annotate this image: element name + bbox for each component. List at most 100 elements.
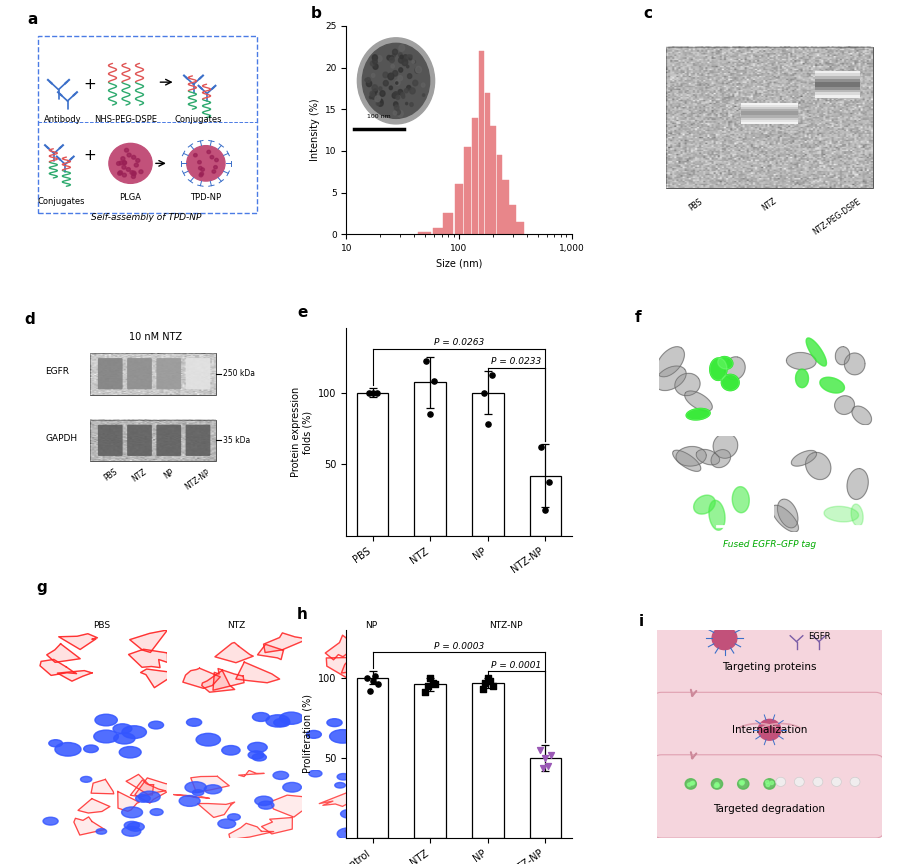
FancyBboxPatch shape xyxy=(98,425,122,456)
Text: P = 0.0263: P = 0.0263 xyxy=(434,339,484,347)
Polygon shape xyxy=(262,817,292,834)
Bar xyxy=(516,222,524,234)
Bar xyxy=(509,205,516,234)
Polygon shape xyxy=(325,635,356,660)
Circle shape xyxy=(413,818,428,825)
Text: EGFR: EGFR xyxy=(808,632,830,641)
Circle shape xyxy=(94,730,119,743)
Title: NTZ: NTZ xyxy=(227,620,246,630)
Circle shape xyxy=(122,165,126,169)
Polygon shape xyxy=(379,676,412,696)
Circle shape xyxy=(179,796,200,806)
FancyBboxPatch shape xyxy=(742,122,797,124)
Bar xyxy=(356,392,389,537)
Text: NTZ-NP: NTZ-NP xyxy=(184,467,212,492)
Circle shape xyxy=(212,170,216,173)
Text: a: a xyxy=(27,12,38,27)
Point xyxy=(477,385,491,399)
Point xyxy=(363,683,377,697)
Circle shape xyxy=(362,706,375,713)
Circle shape xyxy=(551,746,572,757)
Point xyxy=(360,671,374,685)
Point xyxy=(419,354,434,368)
Circle shape xyxy=(127,823,144,831)
Point xyxy=(369,385,383,399)
Polygon shape xyxy=(238,771,264,777)
Circle shape xyxy=(768,784,771,787)
Polygon shape xyxy=(118,791,140,811)
Title: PBS: PBS xyxy=(93,620,110,630)
Point xyxy=(484,368,499,382)
Circle shape xyxy=(119,171,122,175)
Circle shape xyxy=(487,824,498,830)
Circle shape xyxy=(49,740,62,746)
FancyBboxPatch shape xyxy=(814,84,860,87)
Polygon shape xyxy=(215,643,253,663)
Point xyxy=(483,674,498,688)
Circle shape xyxy=(139,791,160,803)
Polygon shape xyxy=(183,668,220,689)
Circle shape xyxy=(712,626,737,650)
Circle shape xyxy=(413,746,431,755)
Circle shape xyxy=(742,783,745,786)
Polygon shape xyxy=(229,823,274,840)
Text: Targeting proteins: Targeting proteins xyxy=(722,663,817,672)
Point xyxy=(361,385,375,399)
Circle shape xyxy=(252,753,266,761)
Y-axis label: Proliferation (%): Proliferation (%) xyxy=(302,695,313,773)
Circle shape xyxy=(283,783,302,792)
Point xyxy=(535,440,549,454)
Circle shape xyxy=(776,778,786,786)
FancyBboxPatch shape xyxy=(742,118,797,119)
Y-axis label: Protein expression
folds (%): Protein expression folds (%) xyxy=(292,387,313,477)
Polygon shape xyxy=(257,645,284,659)
Polygon shape xyxy=(126,774,154,795)
Circle shape xyxy=(136,159,140,162)
Circle shape xyxy=(201,168,204,171)
Circle shape xyxy=(199,167,202,169)
Polygon shape xyxy=(320,790,354,806)
Point xyxy=(541,759,555,773)
Bar xyxy=(480,51,484,234)
Polygon shape xyxy=(406,641,424,649)
Circle shape xyxy=(795,778,805,786)
FancyBboxPatch shape xyxy=(814,79,860,81)
Circle shape xyxy=(194,154,197,157)
FancyBboxPatch shape xyxy=(814,87,860,90)
Text: 10 nM NTZ: 10 nM NTZ xyxy=(129,332,182,342)
Text: NHS-PEG-DSPE: NHS-PEG-DSPE xyxy=(94,116,158,124)
Circle shape xyxy=(501,727,519,737)
Text: c: c xyxy=(644,5,652,21)
Circle shape xyxy=(516,800,536,810)
Text: Internalization: Internalization xyxy=(732,725,807,734)
Point xyxy=(481,671,495,685)
Circle shape xyxy=(255,796,273,805)
FancyBboxPatch shape xyxy=(652,692,884,763)
Text: +: + xyxy=(84,77,96,92)
Point xyxy=(365,674,380,688)
Circle shape xyxy=(716,782,719,785)
Circle shape xyxy=(228,814,240,821)
Circle shape xyxy=(509,719,528,729)
Circle shape xyxy=(96,829,106,834)
Circle shape xyxy=(126,168,130,171)
Circle shape xyxy=(274,718,290,727)
Polygon shape xyxy=(394,778,416,800)
Text: 35 kDa: 35 kDa xyxy=(223,435,250,445)
Circle shape xyxy=(516,785,528,791)
FancyBboxPatch shape xyxy=(157,425,181,456)
Text: TPD-NP: TPD-NP xyxy=(190,193,221,201)
Polygon shape xyxy=(174,795,210,798)
Circle shape xyxy=(148,721,164,729)
Bar xyxy=(443,213,453,234)
Polygon shape xyxy=(369,791,416,804)
Y-axis label: EGFR: EGFR xyxy=(0,651,2,676)
Circle shape xyxy=(530,781,552,792)
Point xyxy=(486,679,500,693)
Circle shape xyxy=(213,166,217,168)
Polygon shape xyxy=(191,777,230,792)
Circle shape xyxy=(850,778,860,786)
Circle shape xyxy=(95,715,117,726)
FancyBboxPatch shape xyxy=(742,111,797,113)
Text: Self-assembly of TPD-NP: Self-assembly of TPD-NP xyxy=(91,213,202,222)
